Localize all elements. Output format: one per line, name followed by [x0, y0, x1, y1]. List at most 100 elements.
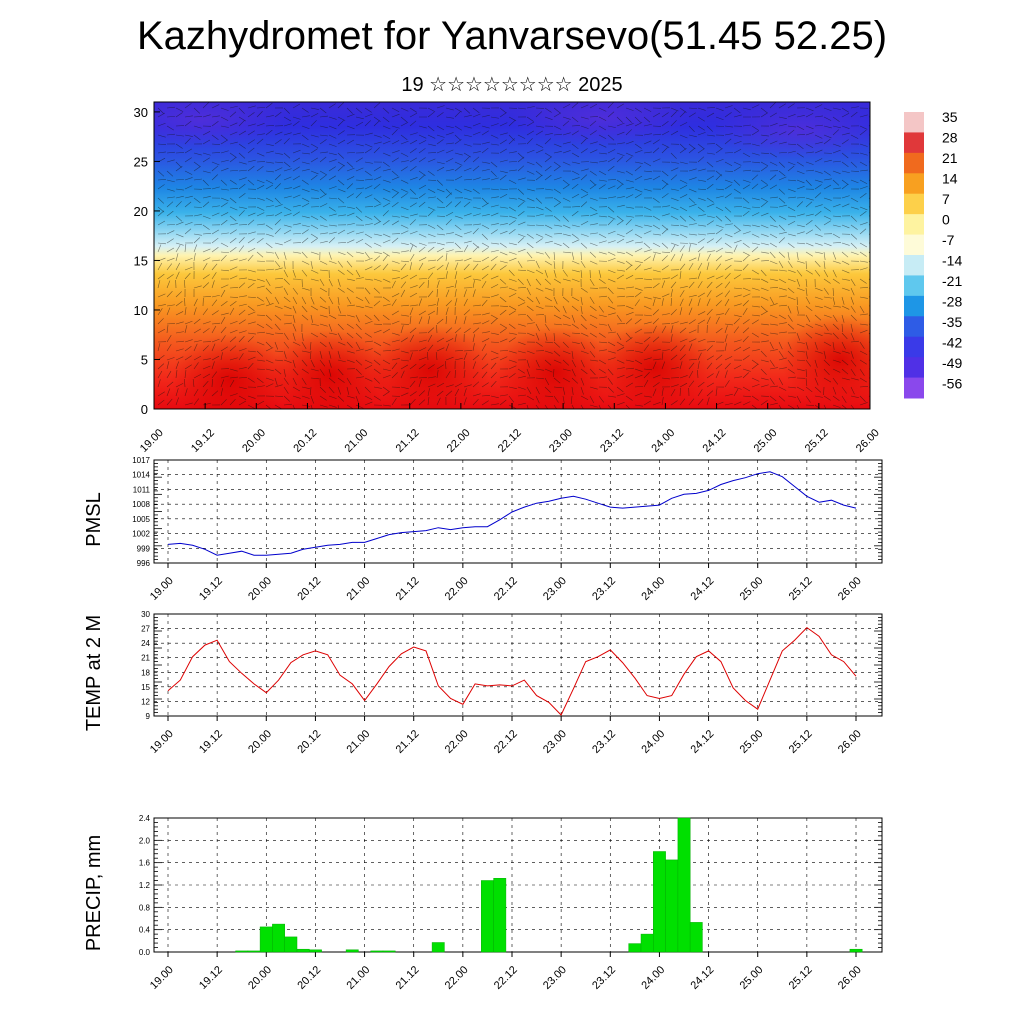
wind-barb	[670, 233, 679, 237]
wind-barb	[364, 348, 373, 352]
wind-barb	[562, 215, 569, 222]
wind-barb	[841, 305, 850, 310]
wind-barb	[661, 224, 669, 231]
wind-barb	[202, 365, 211, 370]
wind-barb	[265, 102, 273, 109]
wind-barb	[733, 401, 742, 406]
wind-barb	[508, 134, 515, 141]
wind-barb	[859, 402, 868, 406]
wind-barb	[400, 188, 409, 193]
y-tick-label: 15	[141, 683, 150, 692]
wind-barb	[292, 149, 301, 154]
wind-barb	[589, 206, 598, 212]
wind-barb	[490, 314, 499, 320]
wind-barb	[823, 341, 832, 347]
wind-barb	[319, 188, 327, 195]
wind-barb	[481, 312, 490, 316]
wind-barb	[526, 242, 534, 249]
wind-barb	[274, 183, 281, 190]
wind-barb	[436, 397, 441, 406]
wind-barb	[301, 188, 310, 192]
wind-barb	[652, 253, 656, 262]
wind-barb	[526, 138, 533, 145]
wind-barb	[463, 244, 469, 253]
wind-barb	[607, 357, 616, 361]
wind-barb	[283, 195, 292, 199]
wind-barb	[211, 263, 218, 271]
wind-barb	[625, 295, 634, 298]
x-tick-label: 19.00	[148, 575, 176, 603]
wind-barb	[373, 134, 382, 138]
wind-barb	[472, 260, 481, 262]
wind-barb	[814, 386, 822, 393]
wind-barb	[481, 395, 490, 397]
wind-barb	[247, 248, 256, 253]
x-tick-label: 24.00	[639, 728, 667, 756]
wind-barb	[814, 395, 823, 398]
y-tick-label: 1002	[132, 530, 150, 539]
wind-barb	[553, 395, 559, 403]
wind-barb	[409, 285, 418, 289]
wind-barb	[391, 358, 400, 361]
wind-barb	[625, 367, 634, 370]
wind-barb	[832, 179, 840, 186]
wind-barb	[760, 310, 769, 316]
wind-barb	[220, 212, 229, 217]
x-tick-label: 26.00	[836, 964, 864, 992]
wind-barb	[418, 278, 428, 280]
wind-barb	[661, 213, 670, 217]
wind-barb	[481, 338, 490, 343]
wind-barb	[265, 242, 273, 249]
wind-barb	[274, 368, 282, 375]
y-tick-label: 21	[141, 654, 150, 663]
wind-barb	[292, 232, 301, 235]
wind-barb	[265, 214, 274, 217]
wind-barb	[733, 339, 742, 343]
wind-barb	[598, 314, 607, 318]
wind-barb	[238, 335, 245, 343]
wind-barb	[616, 341, 624, 347]
wind-barb	[706, 107, 716, 109]
wind-barb	[274, 404, 283, 409]
wind-barb	[454, 125, 462, 131]
wind-barb	[580, 134, 589, 140]
wind-barb	[481, 161, 490, 164]
wind-barb	[454, 382, 463, 388]
wind-barb	[265, 359, 274, 364]
wind-barb	[247, 165, 255, 172]
wind-barb	[445, 158, 454, 163]
wind-barb	[625, 240, 634, 244]
wind-barb	[670, 400, 678, 406]
wind-barb	[688, 147, 696, 154]
wind-barb	[778, 386, 787, 391]
wind-barb	[706, 355, 714, 361]
wind-barb	[508, 242, 517, 246]
wind-barb	[436, 390, 444, 397]
wind-barb	[724, 402, 733, 406]
wind-barb	[319, 151, 328, 154]
wind-barb	[553, 107, 561, 114]
wind-barb	[769, 260, 778, 265]
wind-barb	[778, 287, 787, 291]
wind-barb	[544, 404, 549, 409]
wind-barb	[580, 377, 585, 386]
x-tick-label: 20.12	[295, 964, 323, 992]
wind-barb	[571, 239, 580, 244]
wind-barb	[697, 389, 703, 397]
wind-barb	[382, 179, 391, 183]
wind-barb	[769, 224, 778, 228]
wind-barb	[337, 161, 346, 167]
wind-barb	[769, 359, 775, 367]
wind-barb	[814, 368, 818, 377]
wind-barb	[706, 250, 715, 253]
wind-barb	[364, 242, 372, 248]
wind-barb	[157, 343, 161, 352]
wind-barb	[346, 260, 353, 268]
wind-barb	[670, 384, 679, 388]
wind-barb	[436, 288, 438, 298]
wind-barb	[355, 107, 363, 114]
wind-barb	[517, 296, 525, 302]
colorbar-label: 0	[942, 212, 950, 228]
wind-barb	[589, 232, 598, 235]
wind-barb	[841, 170, 850, 174]
